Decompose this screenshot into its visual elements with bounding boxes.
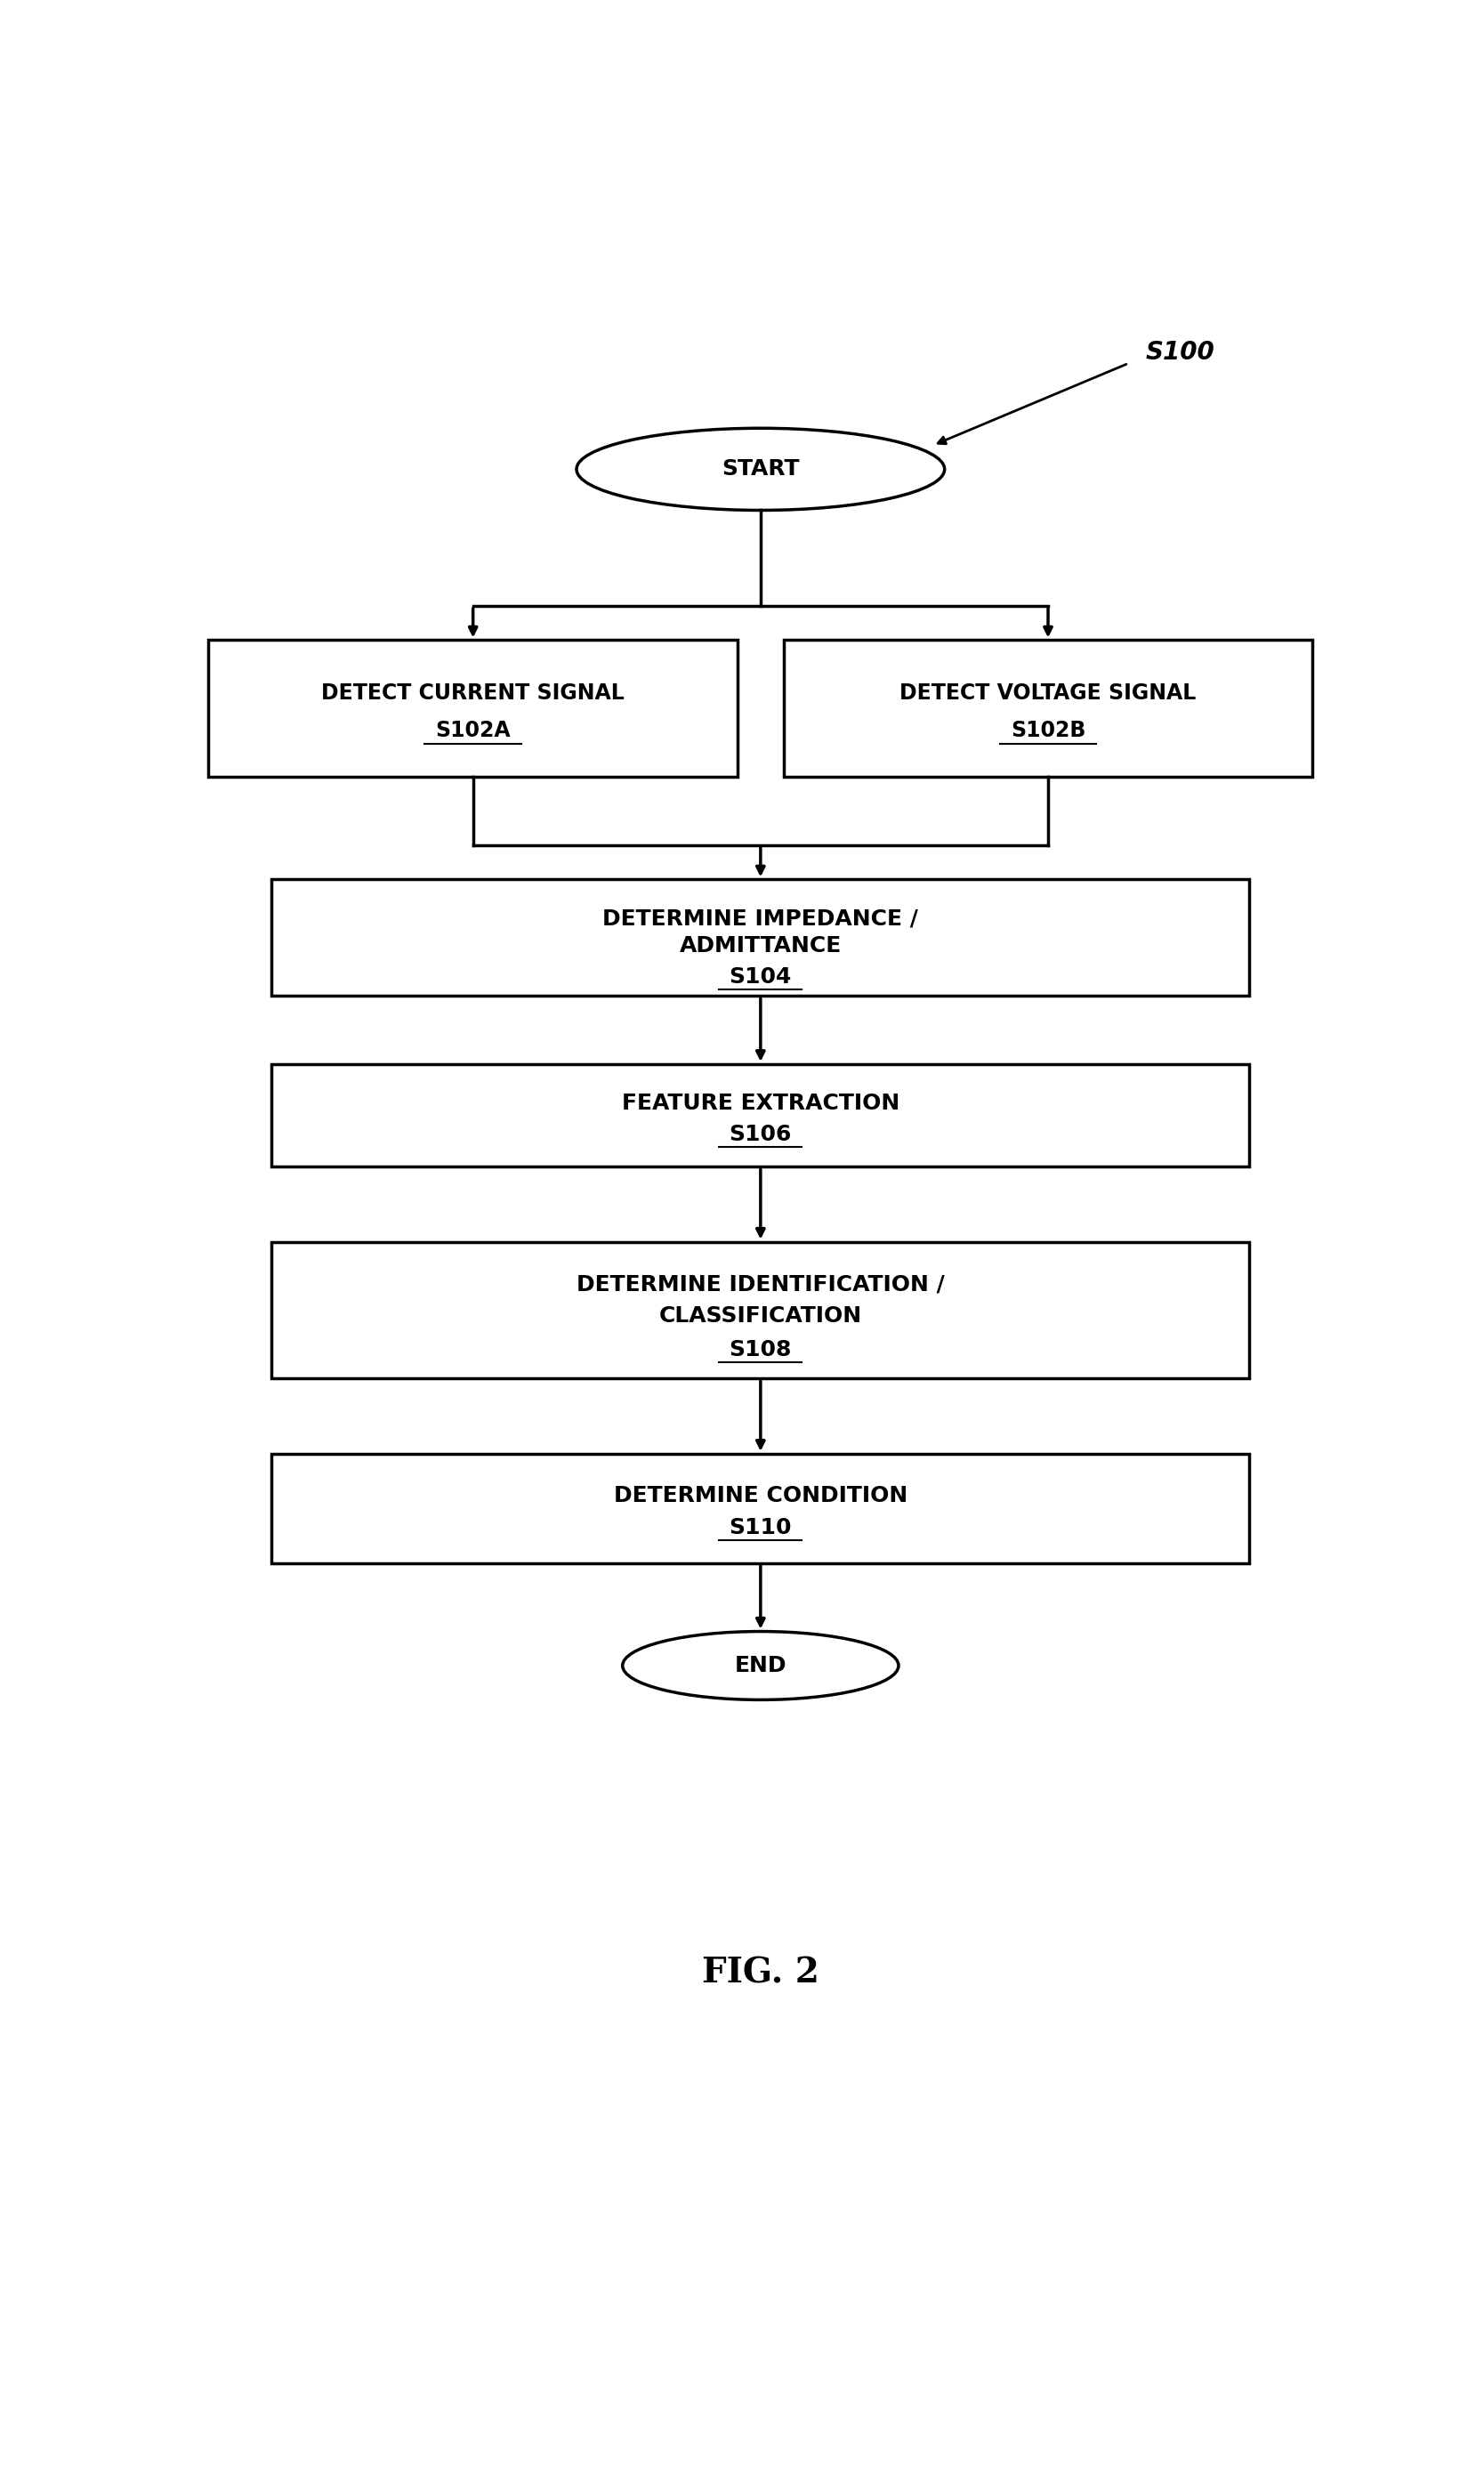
Text: DETERMINE CONDITION: DETERMINE CONDITION [614, 1487, 907, 1507]
Text: FEATURE EXTRACTION: FEATURE EXTRACTION [622, 1091, 899, 1114]
Text: S110: S110 [729, 1516, 792, 1539]
Text: ADMITTANCE: ADMITTANCE [680, 935, 841, 957]
FancyBboxPatch shape [784, 641, 1313, 778]
Ellipse shape [623, 1631, 899, 1700]
Text: DETECT CURRENT SIGNAL: DETECT CURRENT SIGNAL [322, 684, 625, 704]
Text: DETERMINE IDENTIFICATION /: DETERMINE IDENTIFICATION / [576, 1273, 945, 1295]
Text: S102B: S102B [1011, 721, 1086, 741]
Text: S100: S100 [1146, 341, 1215, 365]
FancyBboxPatch shape [272, 1064, 1250, 1166]
Ellipse shape [576, 428, 944, 510]
Text: CLASSIFICATION: CLASSIFICATION [659, 1305, 862, 1325]
Text: S104: S104 [729, 967, 792, 987]
Text: S102A: S102A [435, 721, 510, 741]
FancyBboxPatch shape [272, 1243, 1250, 1380]
Text: S106: S106 [729, 1124, 792, 1146]
FancyBboxPatch shape [272, 1454, 1250, 1564]
Text: FIG. 2: FIG. 2 [702, 1956, 819, 1991]
FancyBboxPatch shape [272, 880, 1250, 997]
Text: START: START [721, 457, 800, 480]
Text: DETECT VOLTAGE SIGNAL: DETECT VOLTAGE SIGNAL [899, 684, 1196, 704]
FancyBboxPatch shape [208, 641, 738, 778]
Text: DETERMINE IMPEDANCE /: DETERMINE IMPEDANCE / [603, 907, 919, 930]
Text: S108: S108 [729, 1340, 792, 1360]
Text: END: END [735, 1656, 787, 1676]
